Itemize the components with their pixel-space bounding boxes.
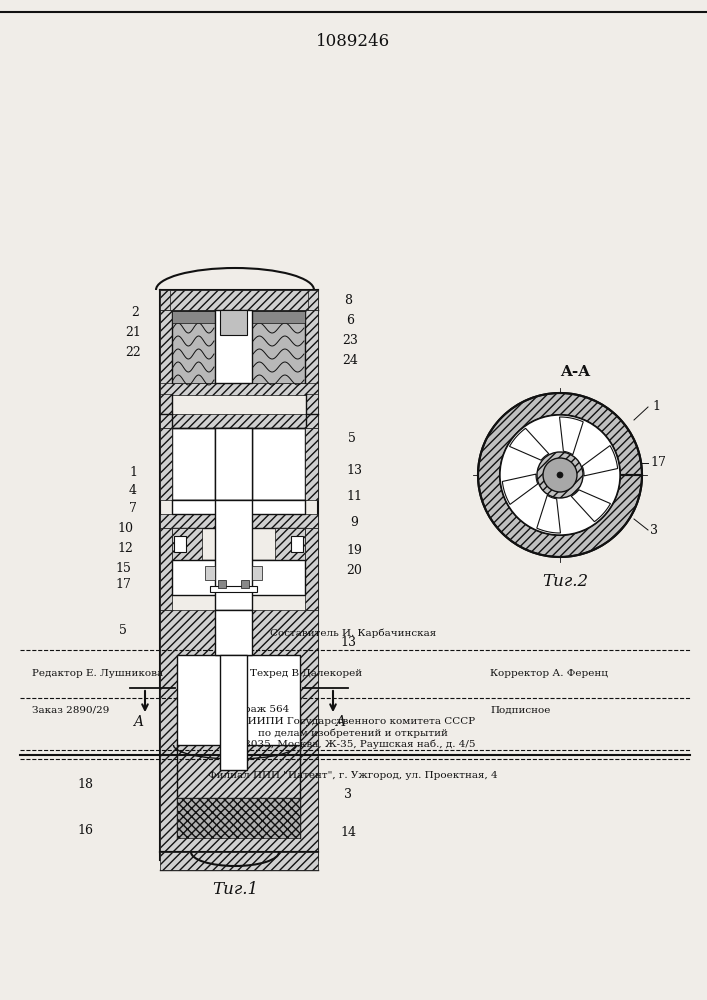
Text: Τиг.1: Τиг.1	[212, 882, 258, 898]
Bar	[160, 394, 172, 414]
Polygon shape	[478, 393, 642, 557]
Text: 9: 9	[350, 516, 358, 528]
Text: 2: 2	[131, 306, 139, 318]
Text: 5: 5	[348, 432, 356, 444]
Bar	[305, 310, 318, 395]
Text: 113035, Москва, Ж-35, Раушская наб., д. 4/5: 113035, Москва, Ж-35, Раушская наб., д. …	[230, 739, 475, 749]
Text: 23: 23	[342, 334, 358, 347]
Text: 10: 10	[117, 522, 133, 534]
Bar	[210, 586, 257, 592]
Bar	[160, 610, 318, 852]
Text: 17: 17	[115, 578, 131, 590]
Bar	[174, 536, 186, 552]
Text: A-A: A-A	[560, 365, 590, 379]
Text: Техред В.Далекорей: Техред В.Далекорей	[250, 670, 362, 678]
Polygon shape	[571, 490, 610, 522]
Bar	[160, 290, 318, 310]
Text: Корректор А. Ференц: Корректор А. Ференц	[490, 670, 608, 678]
Bar	[275, 528, 305, 560]
Polygon shape	[503, 474, 538, 504]
Bar	[172, 528, 202, 560]
Bar	[160, 428, 172, 500]
Text: 14: 14	[340, 826, 356, 838]
Bar	[252, 311, 305, 383]
Bar	[172, 428, 305, 500]
Polygon shape	[537, 495, 561, 533]
Polygon shape	[510, 428, 549, 460]
Text: Подписное: Подписное	[490, 706, 550, 714]
Text: 1: 1	[652, 400, 660, 414]
Bar	[306, 394, 318, 414]
Bar	[160, 310, 172, 395]
Text: 21: 21	[125, 326, 141, 340]
Bar	[177, 655, 300, 745]
Bar	[215, 610, 252, 655]
Text: Редактор Е. Лушникова: Редактор Е. Лушникова	[32, 670, 163, 678]
Circle shape	[557, 472, 563, 478]
Bar	[160, 383, 318, 395]
Bar	[215, 428, 252, 500]
Text: 1: 1	[129, 466, 137, 480]
Text: 16: 16	[77, 824, 93, 836]
Text: 19: 19	[346, 544, 362, 556]
Text: 18: 18	[77, 778, 93, 792]
Text: 15: 15	[115, 562, 131, 574]
Text: 20: 20	[346, 564, 362, 576]
Bar	[172, 500, 305, 514]
Text: 4: 4	[129, 484, 137, 496]
Text: Τиг.2: Τиг.2	[542, 574, 588, 590]
Bar	[172, 311, 215, 323]
Text: 8: 8	[344, 294, 352, 306]
Text: 12: 12	[117, 542, 133, 554]
Circle shape	[500, 415, 620, 535]
Text: 6: 6	[346, 314, 354, 326]
Text: Заказ 2890/29: Заказ 2890/29	[32, 706, 110, 714]
Text: 24: 24	[342, 354, 358, 366]
Polygon shape	[559, 417, 583, 455]
Text: 5: 5	[119, 624, 127, 637]
Text: Составитель И. Карбачинская: Составитель И. Карбачинская	[270, 629, 436, 638]
Bar	[160, 514, 318, 528]
Bar	[205, 566, 215, 580]
Bar	[291, 536, 303, 552]
Text: 22: 22	[125, 346, 141, 359]
Text: A: A	[133, 715, 143, 729]
Bar	[160, 414, 318, 428]
Text: 7: 7	[129, 502, 137, 514]
Bar	[172, 560, 305, 595]
Bar	[218, 580, 226, 588]
Text: ВНИИПИ Государственного комитета СССР: ВНИИПИ Государственного комитета СССР	[231, 718, 475, 726]
Bar	[241, 580, 249, 588]
Bar	[220, 655, 247, 770]
Text: 3: 3	[650, 524, 658, 536]
Bar	[220, 310, 247, 335]
Circle shape	[537, 452, 583, 498]
Text: по делам изобретений и открытий: по делам изобретений и открытий	[258, 728, 448, 738]
Bar	[252, 566, 262, 580]
Bar	[305, 528, 318, 610]
Polygon shape	[583, 446, 618, 476]
Text: 13: 13	[346, 464, 362, 477]
Text: 1089246: 1089246	[316, 33, 390, 50]
Text: 17: 17	[650, 456, 666, 470]
Bar	[160, 852, 318, 870]
Bar	[160, 290, 170, 310]
Bar	[177, 798, 300, 838]
Text: Филиал ППП "Патент", г. Ужгород, ул. Проектная, 4: Филиал ППП "Патент", г. Ужгород, ул. Про…	[208, 772, 498, 780]
Text: A: A	[335, 715, 345, 729]
Bar	[252, 311, 305, 323]
Bar	[172, 311, 215, 383]
Bar	[308, 290, 318, 310]
Bar	[305, 428, 318, 500]
Text: 11: 11	[346, 489, 362, 502]
Bar	[215, 500, 252, 610]
Bar	[160, 528, 172, 610]
Circle shape	[543, 458, 577, 492]
Text: 13: 13	[340, 636, 356, 648]
Text: 3: 3	[344, 788, 352, 802]
Bar	[215, 310, 252, 383]
Text: Тираж 564: Тираж 564	[230, 706, 289, 714]
